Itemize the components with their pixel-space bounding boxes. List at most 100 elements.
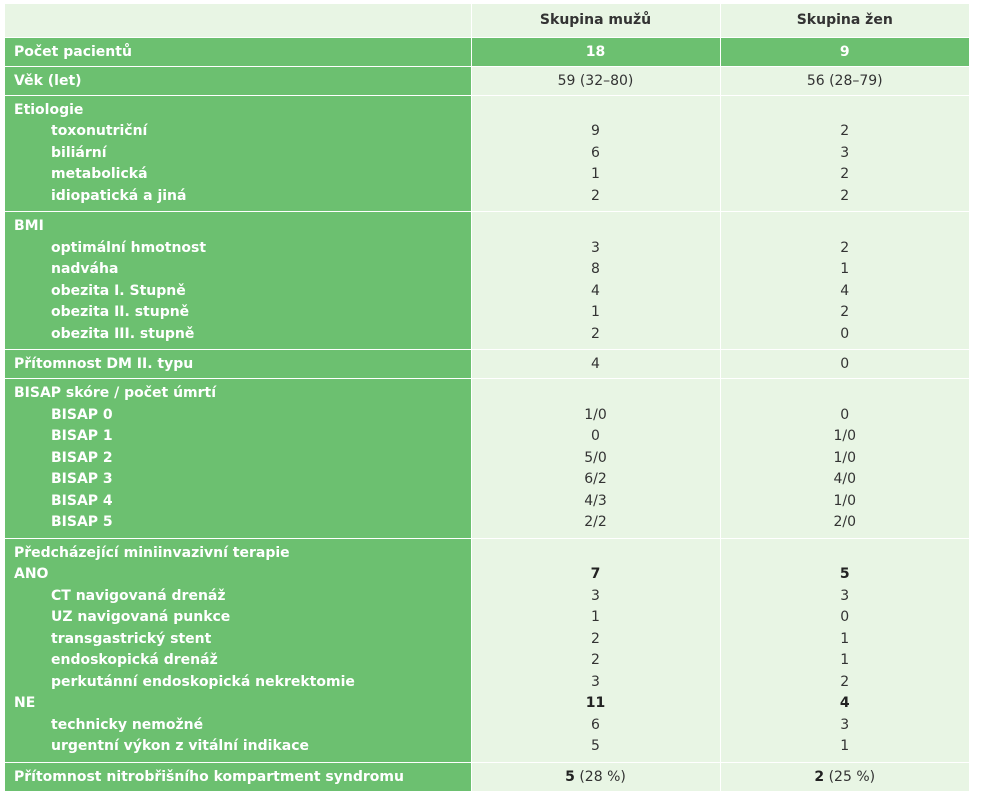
cell-value: 1 <box>840 630 850 647</box>
table-row-therapy: Předcházející miniinvazivní terapie ANO … <box>5 538 969 763</box>
table-row-age: Věk (let) 59 (32–80) 56 (28–79) <box>5 66 969 96</box>
row-label: technicky nemožné <box>51 716 204 733</box>
cell-value: 5 <box>591 738 600 754</box>
row-label: BISAP 4 <box>51 492 113 509</box>
table-row-bmi: BMI optimální hmotnost nadváha obezita I… <box>5 211 969 350</box>
cell-value: 2 <box>840 239 850 256</box>
group-label: Předcházející miniinvazivní terapie <box>14 544 290 561</box>
cell-value: 1 <box>591 609 600 625</box>
row-label: metabolická <box>51 166 148 182</box>
cell-value: 1 <box>840 261 850 277</box>
header-empty-cell <box>5 4 471 38</box>
cell-value: 2 <box>591 652 600 668</box>
cell-value: 2 <box>840 304 850 320</box>
cell-value: 8 <box>591 261 600 277</box>
cell-value: 4 <box>839 695 850 711</box>
cell-value: 2 (25 %) <box>814 768 876 785</box>
cell-value: 3 <box>591 239 600 256</box>
cell-value: 3 <box>840 716 850 733</box>
cell-value: 0 <box>840 609 850 625</box>
group-label: BMI <box>14 218 44 234</box>
row-label: perkutánní endoskopická nekrektomie <box>51 673 355 690</box>
cell-value: 4 <box>591 356 600 372</box>
cell-value: 1 <box>840 738 850 754</box>
row-label: BISAP 5 <box>51 514 113 530</box>
row-label: optimální hmotnost <box>51 239 207 256</box>
cell-value: 4 <box>840 282 850 299</box>
cell-value: 3 <box>591 673 600 690</box>
table-row-etiology: Etiologie toxonutriční biliární metaboli… <box>5 95 969 212</box>
cell-value: 5/0 <box>584 449 607 466</box>
table-row-patients: Počet pacientů 18 9 <box>5 37 969 67</box>
cell-value: 1/0 <box>833 449 857 466</box>
subgroup-label-no: NE <box>14 695 36 711</box>
cell-value: 3 <box>840 144 850 161</box>
cell-value: 1/0 <box>584 406 607 423</box>
row-label: obezita III. stupně <box>51 325 195 342</box>
cell-value: 6/2 <box>584 471 607 487</box>
cell-value: 4/0 <box>833 471 857 487</box>
cell-value: 3 <box>591 587 600 604</box>
cell-value: 1/0 <box>833 492 857 509</box>
cell-value: 1 <box>591 304 600 320</box>
cell-value: 3 <box>840 587 850 604</box>
row-label: Věk (let) <box>14 72 82 89</box>
cell-value: 2 <box>840 673 850 690</box>
cell-value: 4/3 <box>584 492 607 509</box>
header-women: Skupina žen <box>719 4 969 38</box>
row-label: obezita I. Stupně <box>51 282 186 299</box>
cell-value: 7 <box>590 566 601 582</box>
cell-value: 18 <box>585 43 606 60</box>
cell-value: 0 <box>840 406 850 423</box>
subgroup-label-yes: ANO <box>14 566 49 582</box>
cell-value: 4 <box>591 282 600 299</box>
cell-value: 2 <box>591 187 600 204</box>
cell-value: 2 <box>591 325 600 342</box>
row-label: idiopatická a jiná <box>51 187 187 204</box>
cell-value: 2 <box>840 166 850 182</box>
row-label: urgentní výkon z vitální indikace <box>51 738 309 754</box>
cell-value: 2 <box>840 123 850 139</box>
cell-value: 6 <box>591 716 600 733</box>
cell-value: 5 (28 %) <box>565 768 626 785</box>
cell-value: 9 <box>839 43 850 60</box>
group-label: Etiologie <box>14 101 84 118</box>
patient-characteristics-table: Skupina mužů Skupina žen Počet pacientů … <box>5 4 969 792</box>
cell-value: 6 <box>591 144 600 161</box>
row-label: Přítomnost nitrobřišního kompartment syn… <box>14 768 404 785</box>
cell-value: 2 <box>840 187 850 204</box>
row-label: UZ navigovaná punkce <box>51 609 231 625</box>
header-men: Skupina mužů <box>470 4 720 38</box>
cell-value: 1 <box>840 652 850 668</box>
cell-value: 2/2 <box>584 514 607 530</box>
cell-value: 1 <box>591 166 600 182</box>
cell-value: 0 <box>840 356 850 372</box>
row-label: CT navigovaná drenáž <box>51 587 226 604</box>
row-label: endoskopická drenáž <box>51 652 218 668</box>
row-label: obezita II. stupně <box>51 304 190 320</box>
table-row-compartment: Přítomnost nitrobřišního kompartment syn… <box>5 762 969 792</box>
table-row-bisap: BISAP skóre / počet úmrtí BISAP 0 BISAP … <box>5 378 969 539</box>
row-label: toxonutriční <box>51 123 148 139</box>
table-header-row: Skupina mužů Skupina žen <box>5 4 969 38</box>
table-row-dm: Přítomnost DM II. typu 4 0 <box>5 349 969 379</box>
cell-value: 11 <box>585 695 606 711</box>
cell-value: 1/0 <box>833 428 857 444</box>
cell-value: 2 <box>591 630 600 647</box>
cell-value: 5 <box>839 566 850 582</box>
row-label: BISAP 3 <box>51 471 113 487</box>
row-label: BISAP 0 <box>51 406 113 423</box>
row-label: Počet pacientů <box>14 43 132 60</box>
cell-value: 56 (28–79) <box>806 72 883 89</box>
row-label: BISAP 2 <box>51 449 113 466</box>
row-label: BISAP 1 <box>51 428 113 444</box>
cell-value: 9 <box>591 123 600 139</box>
cell-value: 0 <box>591 428 600 444</box>
row-label: Přítomnost DM II. typu <box>14 356 194 372</box>
cell-value: 2/0 <box>833 514 857 530</box>
group-label: BISAP skóre / počet úmrtí <box>14 385 217 401</box>
row-label: nadváha <box>51 261 119 277</box>
row-label: biliární <box>51 144 107 161</box>
cell-value: 0 <box>840 325 850 342</box>
cell-value: 59 (32–80) <box>557 72 634 89</box>
